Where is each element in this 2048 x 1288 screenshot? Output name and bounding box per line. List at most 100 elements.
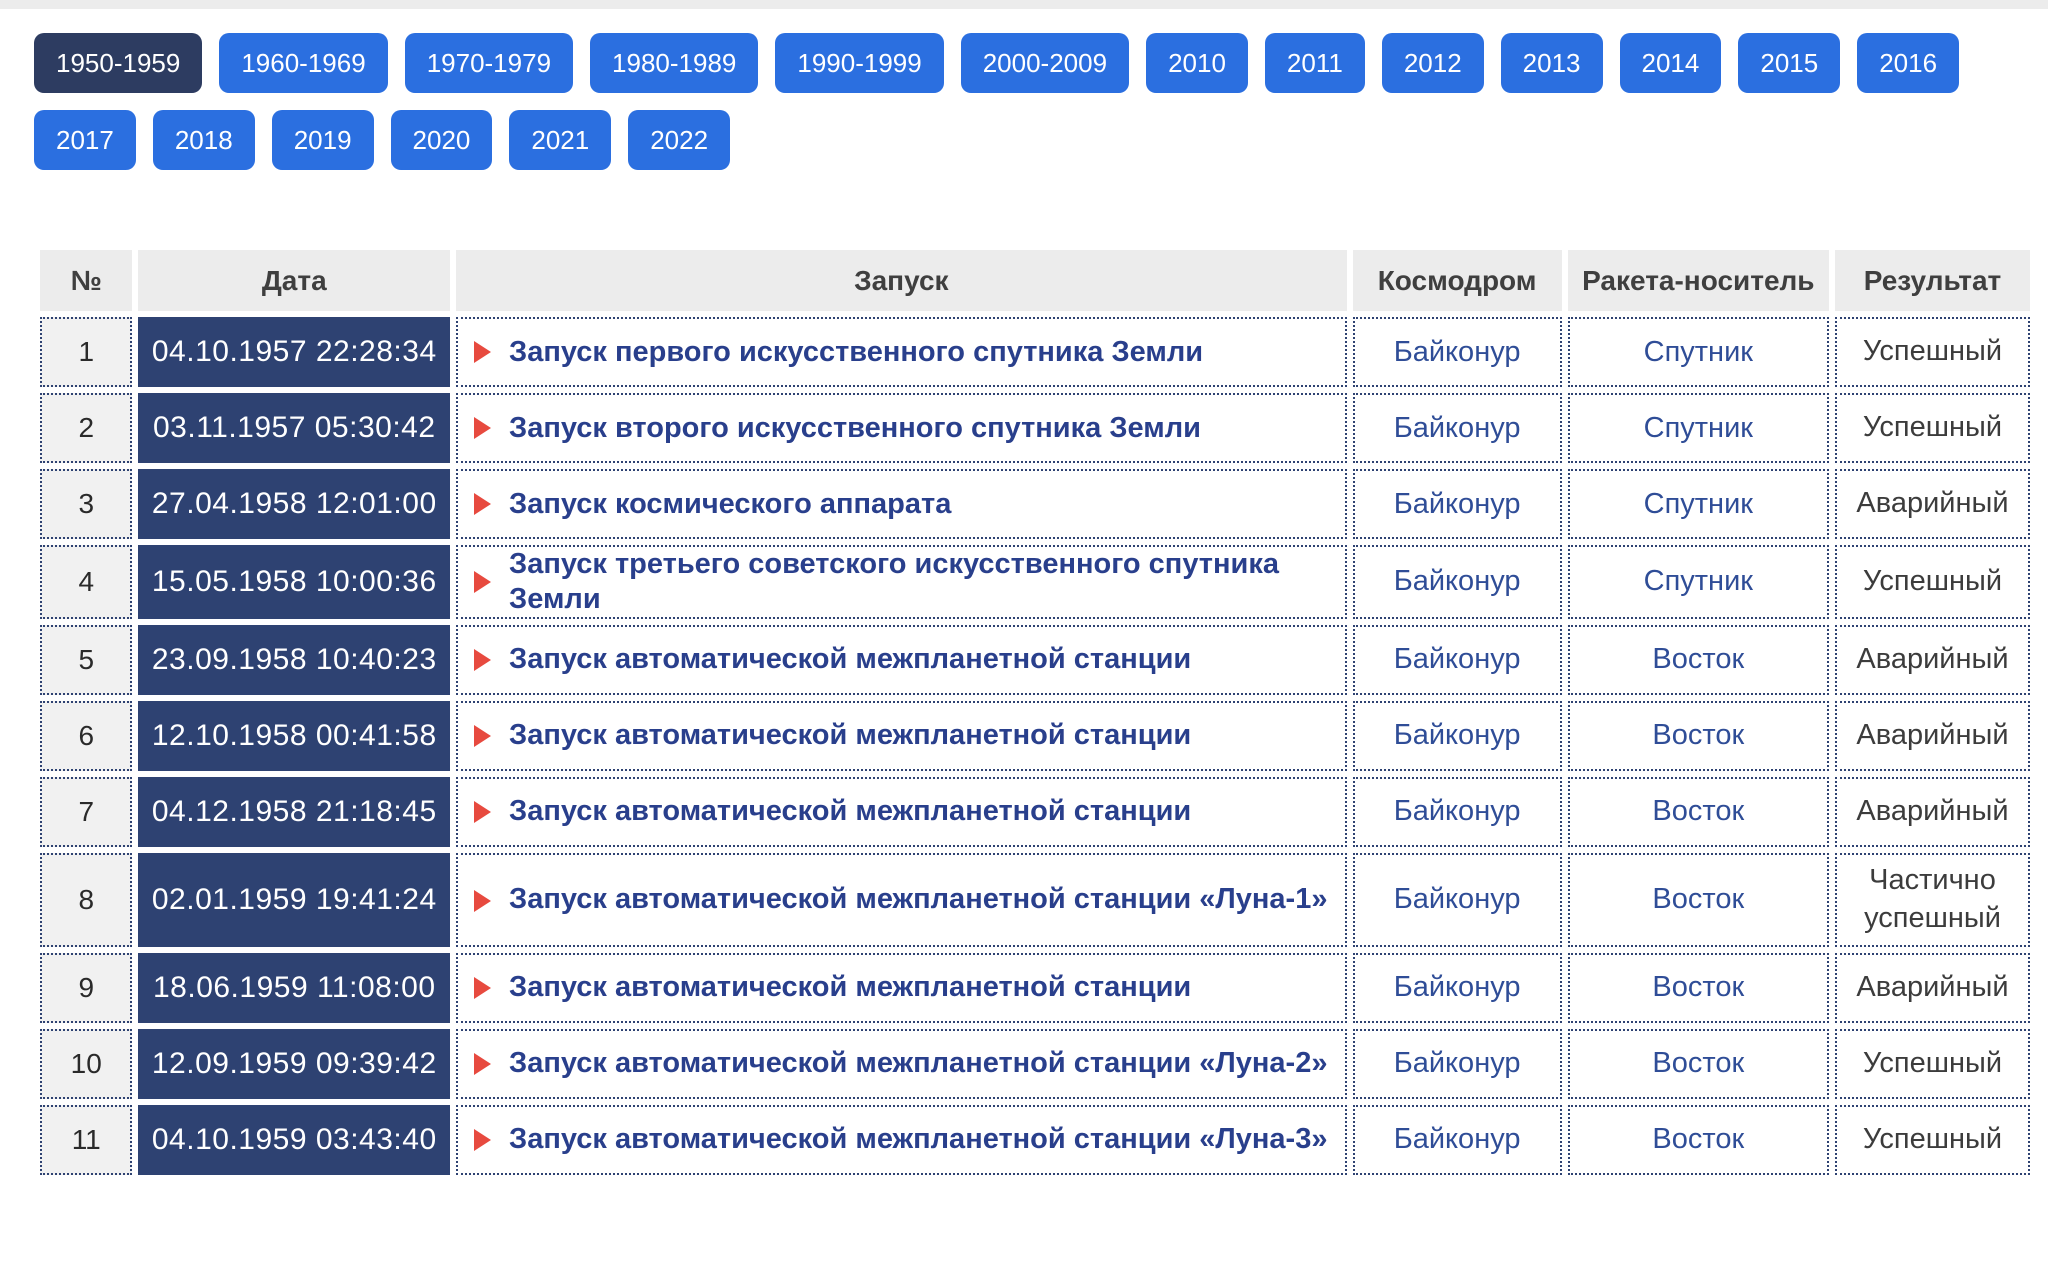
filter-button-2000-2009[interactable]: 2000-2009 <box>960 33 1130 93</box>
filter-button-1950-1959[interactable]: 1950-1959 <box>34 33 203 93</box>
result-cell: Аварийный <box>1834 776 2030 847</box>
rocket-cell: Восток <box>1567 852 1829 947</box>
column-header: Запуск <box>456 250 1347 311</box>
launch-cell: Запуск автоматической межпланетной станц… <box>456 1028 1347 1099</box>
result-cell: Аварийный <box>1834 469 2030 539</box>
launches-table: № Дата Запуск Космодром Ракета-носитель Резул… <box>34 244 2036 1181</box>
launch-cell: Запуск автоматической межпланетной станц… <box>456 1104 1347 1175</box>
filter-button-1990-1999[interactable]: 1990-1999 <box>775 33 944 93</box>
launch-link[interactable]: Запуск третьего советского искусственног… <box>509 548 1279 615</box>
rocket-cell: Восток <box>1567 1028 1829 1099</box>
cosmodrome-cell: Байконур <box>1352 952 1562 1023</box>
launch-cell: Запуск третьего советского искусственног… <box>456 545 1347 619</box>
launch-link[interactable]: Запуск автоматической межпланетной станц… <box>509 883 1328 916</box>
filter-button-2022[interactable]: 2022 <box>628 110 731 170</box>
filter-button-2018[interactable]: 2018 <box>152 110 255 170</box>
rocket-cell: Спутник <box>1567 393 1829 463</box>
table-row: 3 27.04.1958 12:01:00 Запуск космического … <box>40 469 2030 539</box>
launch-link[interactable]: Запуск автоматической межпланетной станц… <box>509 719 1192 752</box>
launch-cell: Запуск второго искусственного спутника З… <box>456 393 1347 463</box>
filter-button-2010[interactable]: 2010 <box>1146 33 1248 93</box>
column-header: Дата <box>138 250 451 311</box>
cosmodrome-cell: Байконур <box>1352 545 1562 619</box>
launch-date: 12.10.1958 00:41:58 <box>138 700 451 771</box>
filter-button-2012[interactable]: 2012 <box>1381 33 1484 93</box>
row-number: 4 <box>40 545 133 619</box>
table-row: 2 03.11.1957 05:30:42 Запуск второго искус… <box>40 393 2030 463</box>
filter-button-2020[interactable]: 2020 <box>390 110 493 170</box>
launch-link[interactable]: Запуск первого искусственного спутника З… <box>509 335 1204 368</box>
cosmodrome-cell: Байконур <box>1352 624 1562 695</box>
result-cell: Успешный <box>1834 1104 2030 1175</box>
result-cell: Успешный <box>1834 1028 2030 1099</box>
filter-row-1: 1950-1959 1960-1969 1970-1979 1980-1989 1990… <box>34 33 2014 93</box>
row-number: 8 <box>40 852 133 947</box>
result-cell: Аварийный <box>1834 624 2030 695</box>
launch-date: 18.06.1959 11:08:00 <box>138 952 451 1023</box>
cosmodrome-cell: Байконур <box>1352 1028 1562 1099</box>
column-header: Результат <box>1834 250 2030 311</box>
launch-link[interactable]: Запуск космического аппарата <box>509 487 952 520</box>
cosmodrome-cell: Байконур <box>1352 1104 1562 1175</box>
launch-link[interactable]: Запуск автоматической межпланетной станц… <box>509 1047 1328 1080</box>
rocket-cell: Спутник <box>1567 469 1829 539</box>
launch-date: 04.12.1958 21:18:45 <box>138 776 451 847</box>
cosmodrome-cell: Байконур <box>1352 776 1562 847</box>
row-number: 10 <box>40 1028 133 1099</box>
rocket-cell: Восток <box>1567 700 1829 771</box>
triangle-bullet-icon <box>474 416 492 439</box>
result-cell: Успешный <box>1834 545 2030 619</box>
result-cell: Аварийный <box>1834 952 2030 1023</box>
table-row: 9 18.06.1959 11:08:00 Запуск автоматическо… <box>40 952 2030 1023</box>
launch-date: 04.10.1957 22:28:34 <box>138 317 451 387</box>
table-row: 6 12.10.1958 00:41:58 Запуск автоматическо… <box>40 700 2030 771</box>
filter-button-2013[interactable]: 2013 <box>1500 33 1603 93</box>
result-cell: Аварийный <box>1834 700 2030 771</box>
filter-button-2017[interactable]: 2017 <box>34 110 136 170</box>
table-row: 5 23.09.1958 10:40:23 Запуск автоматическо… <box>40 624 2030 695</box>
row-number: 7 <box>40 776 133 847</box>
cosmodrome-cell: Байконур <box>1352 852 1562 947</box>
triangle-bullet-icon <box>474 890 492 913</box>
launch-cell: Запуск автоматической межпланетной станц… <box>456 624 1347 695</box>
row-number: 5 <box>40 624 133 695</box>
launch-cell: Запуск космического аппарата <box>456 469 1347 539</box>
filter-button-2021[interactable]: 2021 <box>509 110 612 170</box>
row-number: 1 <box>40 317 133 387</box>
column-header: Космодром <box>1352 250 1562 311</box>
filter-button-1960-1969[interactable]: 1960-1969 <box>219 33 388 93</box>
column-header: Ракета-носитель <box>1567 250 1829 311</box>
table-row: 1 04.10.1957 22:28:34 Запуск первого искус… <box>40 317 2030 387</box>
launch-date: 04.10.1959 03:43:40 <box>138 1104 451 1175</box>
launch-link[interactable]: Запуск автоматической межпланетной станц… <box>509 795 1192 828</box>
triangle-bullet-icon <box>474 570 492 593</box>
launch-link[interactable]: Запуск второго искусственного спутника З… <box>509 411 1201 444</box>
filter-button-2016[interactable]: 2016 <box>1857 33 1960 93</box>
launch-link[interactable]: Запуск автоматической межпланетной станц… <box>509 1123 1328 1156</box>
filter-button-1970-1979[interactable]: 1970-1979 <box>404 33 574 93</box>
filter-button-2011[interactable]: 2011 <box>1264 33 1365 93</box>
cosmodrome-cell: Байконур <box>1352 393 1562 463</box>
launch-date: 12.09.1959 09:39:42 <box>138 1028 451 1099</box>
filter-button-2014[interactable]: 2014 <box>1619 33 1722 93</box>
filter-button-2015[interactable]: 2015 <box>1738 33 1841 93</box>
year-filters: 1950-1959 1960-1969 1970-1979 1980-1989 1990… <box>0 9 2048 170</box>
launch-link[interactable]: Запуск автоматической межпланетной станц… <box>509 971 1192 1004</box>
launch-date: 27.04.1958 12:01:00 <box>138 469 451 539</box>
row-number: 6 <box>40 700 133 771</box>
cosmodrome-cell: Байконур <box>1352 317 1562 387</box>
triangle-bullet-icon <box>474 1128 492 1151</box>
triangle-bullet-icon <box>474 492 492 515</box>
table-row: 8 02.01.1959 19:41:24 Запуск автоматическо… <box>40 852 2030 947</box>
result-cell: Успешный <box>1834 393 2030 463</box>
table-row: 11 04.10.1959 03:43:40 Запуск автоматическ… <box>40 1104 2030 1175</box>
launch-link[interactable]: Запуск автоматической межпланетной станц… <box>509 643 1192 676</box>
triangle-bullet-icon <box>474 1052 492 1075</box>
filter-button-2019[interactable]: 2019 <box>271 110 374 170</box>
filter-button-1980-1989[interactable]: 1980-1989 <box>590 33 759 93</box>
row-number: 9 <box>40 952 133 1023</box>
rocket-cell: Спутник <box>1567 545 1829 619</box>
launch-cell: Запуск автоматической межпланетной станц… <box>456 852 1347 947</box>
rocket-cell: Восток <box>1567 952 1829 1023</box>
triangle-bullet-icon <box>474 976 492 999</box>
